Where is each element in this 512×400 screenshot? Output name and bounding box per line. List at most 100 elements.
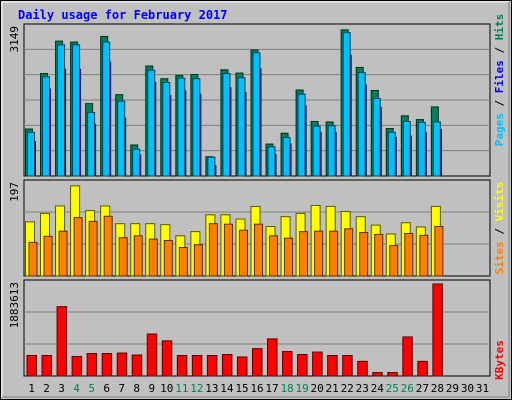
bar-sites-day-27	[419, 234, 429, 277]
x-tick-label-day-12: 12	[190, 382, 203, 395]
bar-kbytes-day-21	[327, 354, 338, 377]
bar-kbytes-day-25	[387, 372, 398, 377]
x-tick-label-day-24: 24	[371, 382, 385, 395]
bar-kbytes-day-10	[161, 340, 173, 377]
x-tick-label-day-21: 21	[326, 382, 339, 395]
chart-title: Daily usage for February 2017	[18, 8, 228, 22]
bar-pages-day-22	[342, 32, 351, 177]
x-tick-label-day-15: 15	[235, 382, 248, 395]
bar-sites-day-7	[118, 237, 128, 277]
bar-pages-day-2	[42, 76, 51, 177]
bar-kbytes-day-3	[56, 306, 68, 377]
bar-sites-day-2	[43, 235, 53, 277]
bar-pages-day-20	[312, 125, 321, 177]
legend-top-separator: /	[493, 40, 506, 60]
bar-sites-day-11	[178, 247, 188, 277]
legend-top-files: Files	[493, 60, 506, 93]
bar-kbytes-day-19	[297, 354, 308, 377]
bar-kbytes-day-23	[357, 360, 368, 377]
bar-pages-day-26	[402, 120, 411, 177]
bar-sites-day-10	[163, 240, 173, 277]
bar-kbytes-day-17	[267, 338, 278, 377]
x-axis: 1 2 3 4 5 6 7 8 9 10 11 12 13 14 15 16 17 18 19 20 21 22 23 24 2…	[28, 382, 489, 395]
bar-pages-day-15	[237, 77, 246, 177]
bar-pages-day-18	[282, 136, 291, 177]
x-tick-label-day-2: 2	[43, 382, 50, 395]
bar-kbytes-day-20	[312, 351, 323, 377]
legend-top: Pages / Files / Hits	[493, 14, 506, 147]
bar-pages-day-19	[297, 93, 306, 177]
bar-sites-day-1	[28, 241, 38, 277]
bar-pages-day-7	[117, 100, 126, 177]
bar-pages-day-16	[252, 52, 261, 177]
chart-panels: 3149 197 1883613 Pages / Files / Hits Sites …	[8, 14, 506, 380]
bar-pages-day-4	[72, 44, 81, 177]
x-tick-label-day-31: 31	[476, 382, 489, 395]
bar-sites-day-20	[314, 230, 324, 277]
bar-pages-day-12	[192, 78, 201, 177]
legend-middle: Sites / Visits	[493, 182, 506, 275]
bar-pages-day-17	[267, 146, 276, 177]
bar-sites-day-24	[374, 233, 384, 277]
legend-top-hits: Hits	[493, 14, 506, 41]
x-tick-label-day-3: 3	[58, 382, 65, 395]
x-tick-label-day-18: 18	[280, 382, 293, 395]
bar-sites-day-9	[148, 238, 158, 277]
ymax-label-middle: 197	[8, 182, 21, 202]
x-tick-label-day-13: 13	[205, 382, 218, 395]
bar-kbytes-day-4	[71, 355, 83, 377]
x-tick-label-day-27: 27	[416, 382, 429, 395]
x-tick-label-day-19: 19	[295, 382, 308, 395]
x-tick-label-day-11: 11	[175, 382, 188, 395]
bar-pages-day-10	[162, 81, 171, 177]
x-tick-label-day-17: 17	[265, 382, 278, 395]
bar-kbytes-day-5	[86, 353, 98, 377]
bar-kbytes-day-12	[191, 354, 203, 377]
x-tick-label-day-6: 6	[103, 382, 110, 395]
bar-kbytes-day-1	[26, 354, 37, 377]
bar-kbytes-day-24	[372, 372, 383, 377]
ymax-label-bottom: 1883613	[8, 282, 21, 328]
legend-middle-sites: Sites	[493, 241, 506, 274]
bar-sites-day-5	[88, 220, 98, 277]
panel-top: 3149	[8, 23, 491, 177]
x-tick-label-day-8: 8	[133, 382, 140, 395]
bar-sites-day-23	[359, 232, 369, 277]
bar-pages-day-28	[432, 121, 441, 177]
bar-sites-day-28	[434, 225, 444, 277]
x-tick-label-day-10: 10	[160, 382, 173, 395]
bar-kbytes-day-7	[116, 352, 128, 377]
bar-pages-day-27	[417, 121, 426, 177]
bar-kbytes-day-28	[432, 283, 443, 377]
x-tick-label-day-7: 7	[118, 382, 125, 395]
x-tick-label-day-14: 14	[220, 382, 234, 395]
bar-pages-day-8	[132, 148, 141, 177]
panel-middle: 197	[8, 179, 491, 277]
legend-top-separator: /	[493, 93, 506, 113]
bar-pages-day-23	[357, 72, 366, 177]
panel-bottom: 1883613	[8, 279, 491, 377]
bar-sites-day-12	[193, 244, 203, 277]
x-tick-label-day-5: 5	[88, 382, 95, 395]
bar-kbytes-day-18	[282, 351, 293, 377]
bar-sites-day-19	[299, 231, 309, 277]
bar-sites-day-17	[269, 235, 279, 277]
bar-sites-day-16	[253, 223, 263, 277]
bar-kbytes-day-2	[41, 354, 53, 377]
bar-sites-day-21	[329, 230, 339, 277]
bar-sites-day-15	[238, 229, 248, 277]
bar-pages-day-6	[102, 41, 111, 177]
x-tick-label-day-26: 26	[401, 382, 414, 395]
x-tick-label-day-23: 23	[356, 382, 369, 395]
bar-pages-day-24	[372, 97, 381, 177]
bar-pages-day-3	[57, 44, 66, 177]
x-tick-label-day-25: 25	[386, 382, 399, 395]
bar-sites-day-25	[389, 245, 399, 277]
x-tick-label-day-28: 28	[431, 382, 444, 395]
bar-kbytes-day-27	[417, 360, 428, 377]
bar-kbytes-day-16	[251, 348, 263, 377]
bar-sites-day-3	[58, 230, 68, 277]
bar-kbytes-day-22	[342, 354, 353, 377]
x-tick-label-day-20: 20	[311, 382, 324, 395]
